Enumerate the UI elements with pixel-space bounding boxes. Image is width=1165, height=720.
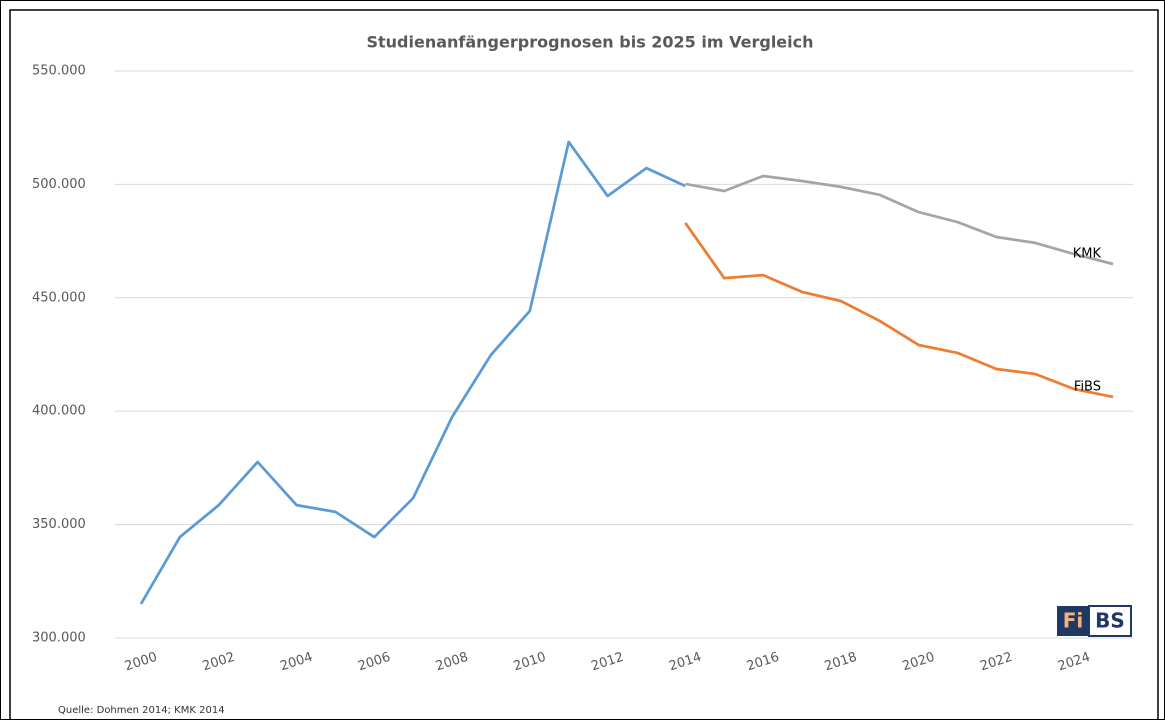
- chart-title: Studienanfängerprognosen bis 2025 im Ver…: [366, 33, 813, 52]
- logo-right: [1088, 605, 1132, 637]
- y-tick-label: 450.000: [32, 290, 86, 305]
- logo-left: [1057, 606, 1089, 636]
- series-line: [685, 174, 1114, 266]
- logo-text: Fi: [1063, 609, 1084, 633]
- chart-border: [9, 9, 1159, 720]
- series-label: FiBS: [1074, 379, 1101, 394]
- logo-text: BS: [1095, 609, 1125, 633]
- y-tick-label: 400.000: [32, 404, 86, 419]
- source: Quelle: Dohmen 2014; KMK 2014: [58, 705, 225, 716]
- y-tick-label: 550.000: [32, 64, 86, 79]
- series-line: [139, 140, 686, 605]
- series-line: [684, 222, 1114, 399]
- y-tick-label: 350.000: [32, 517, 86, 532]
- y-tick-label: 500.000: [32, 177, 86, 192]
- y-tick-label: 300.000: [32, 631, 86, 646]
- series-label: KMK: [1073, 247, 1102, 262]
